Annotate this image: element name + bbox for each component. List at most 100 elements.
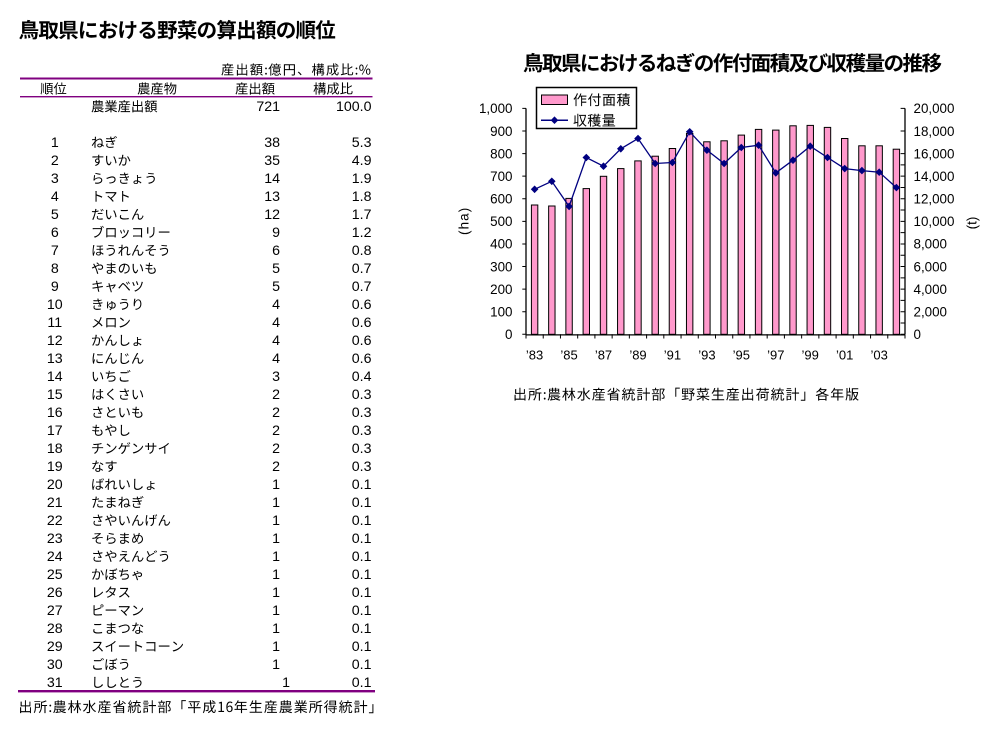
svg-text:0.4: 0.4 — [352, 369, 372, 385]
svg-text:’89: ’89 — [629, 348, 646, 363]
svg-text:28: 28 — [47, 621, 63, 637]
svg-text:13: 13 — [264, 189, 280, 205]
svg-text:3: 3 — [272, 369, 280, 385]
svg-text:’01: ’01 — [836, 348, 853, 363]
svg-text:1: 1 — [272, 621, 280, 637]
svg-text:16: 16 — [47, 405, 63, 421]
svg-text:600: 600 — [490, 192, 512, 207]
svg-text:0.1: 0.1 — [352, 675, 372, 691]
svg-text:’99: ’99 — [802, 348, 819, 363]
svg-text:23: 23 — [47, 531, 63, 547]
svg-text:0.1: 0.1 — [352, 513, 372, 529]
svg-text:’87: ’87 — [595, 348, 612, 363]
svg-text:2: 2 — [272, 441, 280, 457]
svg-text:15: 15 — [47, 387, 63, 403]
svg-text:721: 721 — [256, 99, 280, 115]
svg-text:6: 6 — [51, 225, 59, 241]
svg-text:12: 12 — [47, 333, 63, 349]
svg-text:19: 19 — [47, 459, 63, 475]
svg-text:17: 17 — [47, 423, 63, 439]
svg-text:’93: ’93 — [698, 348, 715, 363]
svg-text:’91: ’91 — [664, 348, 681, 363]
svg-text:0.1: 0.1 — [352, 657, 372, 673]
svg-text:11: 11 — [47, 315, 62, 331]
svg-text:0.6: 0.6 — [352, 351, 372, 367]
svg-text:5: 5 — [51, 207, 59, 223]
svg-text:0.3: 0.3 — [352, 387, 372, 403]
svg-text:4: 4 — [51, 189, 59, 205]
svg-text:0.7: 0.7 — [352, 279, 372, 295]
svg-text:7: 7 — [51, 243, 59, 259]
svg-text:(ha): (ha) — [456, 208, 471, 235]
svg-text:1: 1 — [51, 135, 59, 151]
svg-text:10,000: 10,000 — [914, 214, 955, 229]
svg-text:6,000: 6,000 — [914, 259, 948, 274]
svg-text:900: 900 — [490, 124, 512, 139]
svg-text:29: 29 — [47, 639, 63, 655]
svg-text:9: 9 — [272, 225, 280, 241]
svg-text:300: 300 — [490, 259, 512, 274]
svg-text:25: 25 — [47, 567, 63, 583]
svg-text:4: 4 — [272, 333, 280, 349]
svg-text:0.3: 0.3 — [352, 405, 372, 421]
svg-text:20: 20 — [47, 477, 63, 493]
svg-text:24: 24 — [47, 549, 63, 565]
svg-text:(t): (t) — [965, 217, 980, 230]
svg-text:18,000: 18,000 — [914, 124, 955, 139]
svg-text:1: 1 — [272, 549, 280, 565]
svg-text:5: 5 — [272, 261, 280, 277]
svg-text:35: 35 — [264, 153, 280, 169]
svg-text:0.3: 0.3 — [352, 441, 372, 457]
svg-text:3: 3 — [51, 171, 59, 187]
svg-text:0.3: 0.3 — [352, 423, 372, 439]
svg-text:2: 2 — [272, 459, 280, 475]
svg-text:0.1: 0.1 — [352, 531, 372, 547]
svg-text:0.1: 0.1 — [352, 495, 372, 511]
svg-text:200: 200 — [490, 282, 512, 297]
svg-text:’83: ’83 — [526, 348, 543, 363]
svg-text:700: 700 — [490, 169, 512, 184]
svg-text:1: 1 — [282, 675, 290, 691]
svg-text:31: 31 — [47, 675, 63, 691]
svg-text:1: 1 — [272, 567, 280, 583]
svg-text:27: 27 — [47, 603, 63, 619]
svg-text:0.1: 0.1 — [352, 477, 372, 493]
svg-text:2: 2 — [272, 423, 280, 439]
svg-text:1: 1 — [272, 531, 280, 547]
svg-text:1: 1 — [272, 585, 280, 601]
svg-text:0.6: 0.6 — [352, 315, 372, 331]
svg-text:1.9: 1.9 — [352, 171, 372, 187]
svg-text:26: 26 — [47, 585, 63, 601]
svg-text:14: 14 — [47, 369, 63, 385]
svg-text:10: 10 — [47, 297, 63, 313]
svg-text:6: 6 — [272, 243, 280, 259]
svg-text:0.1: 0.1 — [352, 585, 372, 601]
svg-text:0.6: 0.6 — [352, 333, 372, 349]
svg-text:12: 12 — [264, 207, 280, 223]
svg-text:4,000: 4,000 — [914, 282, 948, 297]
svg-text:’95: ’95 — [733, 348, 750, 363]
svg-text:1,000: 1,000 — [479, 101, 513, 116]
svg-text:20,000: 20,000 — [914, 101, 955, 116]
svg-text:2,000: 2,000 — [914, 305, 948, 320]
svg-text:4: 4 — [272, 315, 280, 331]
svg-text:9: 9 — [51, 279, 59, 295]
svg-text:100: 100 — [490, 305, 512, 320]
svg-text:1.7: 1.7 — [352, 207, 372, 223]
svg-text:2: 2 — [51, 153, 59, 169]
svg-text:1.8: 1.8 — [352, 189, 372, 205]
svg-text:8: 8 — [51, 261, 59, 277]
svg-text:4: 4 — [272, 351, 280, 367]
svg-text:22: 22 — [47, 513, 63, 529]
svg-text:14,000: 14,000 — [914, 169, 955, 184]
svg-text:12,000: 12,000 — [914, 192, 955, 207]
svg-text:1: 1 — [272, 513, 280, 529]
svg-text:21: 21 — [47, 495, 63, 511]
svg-text:100.0: 100.0 — [336, 99, 372, 115]
svg-text:500: 500 — [490, 214, 512, 229]
svg-text:’97: ’97 — [767, 348, 784, 363]
svg-text:16,000: 16,000 — [914, 146, 955, 161]
svg-text:0.1: 0.1 — [352, 639, 372, 655]
svg-text:8,000: 8,000 — [914, 237, 948, 252]
svg-text:0: 0 — [914, 327, 921, 342]
